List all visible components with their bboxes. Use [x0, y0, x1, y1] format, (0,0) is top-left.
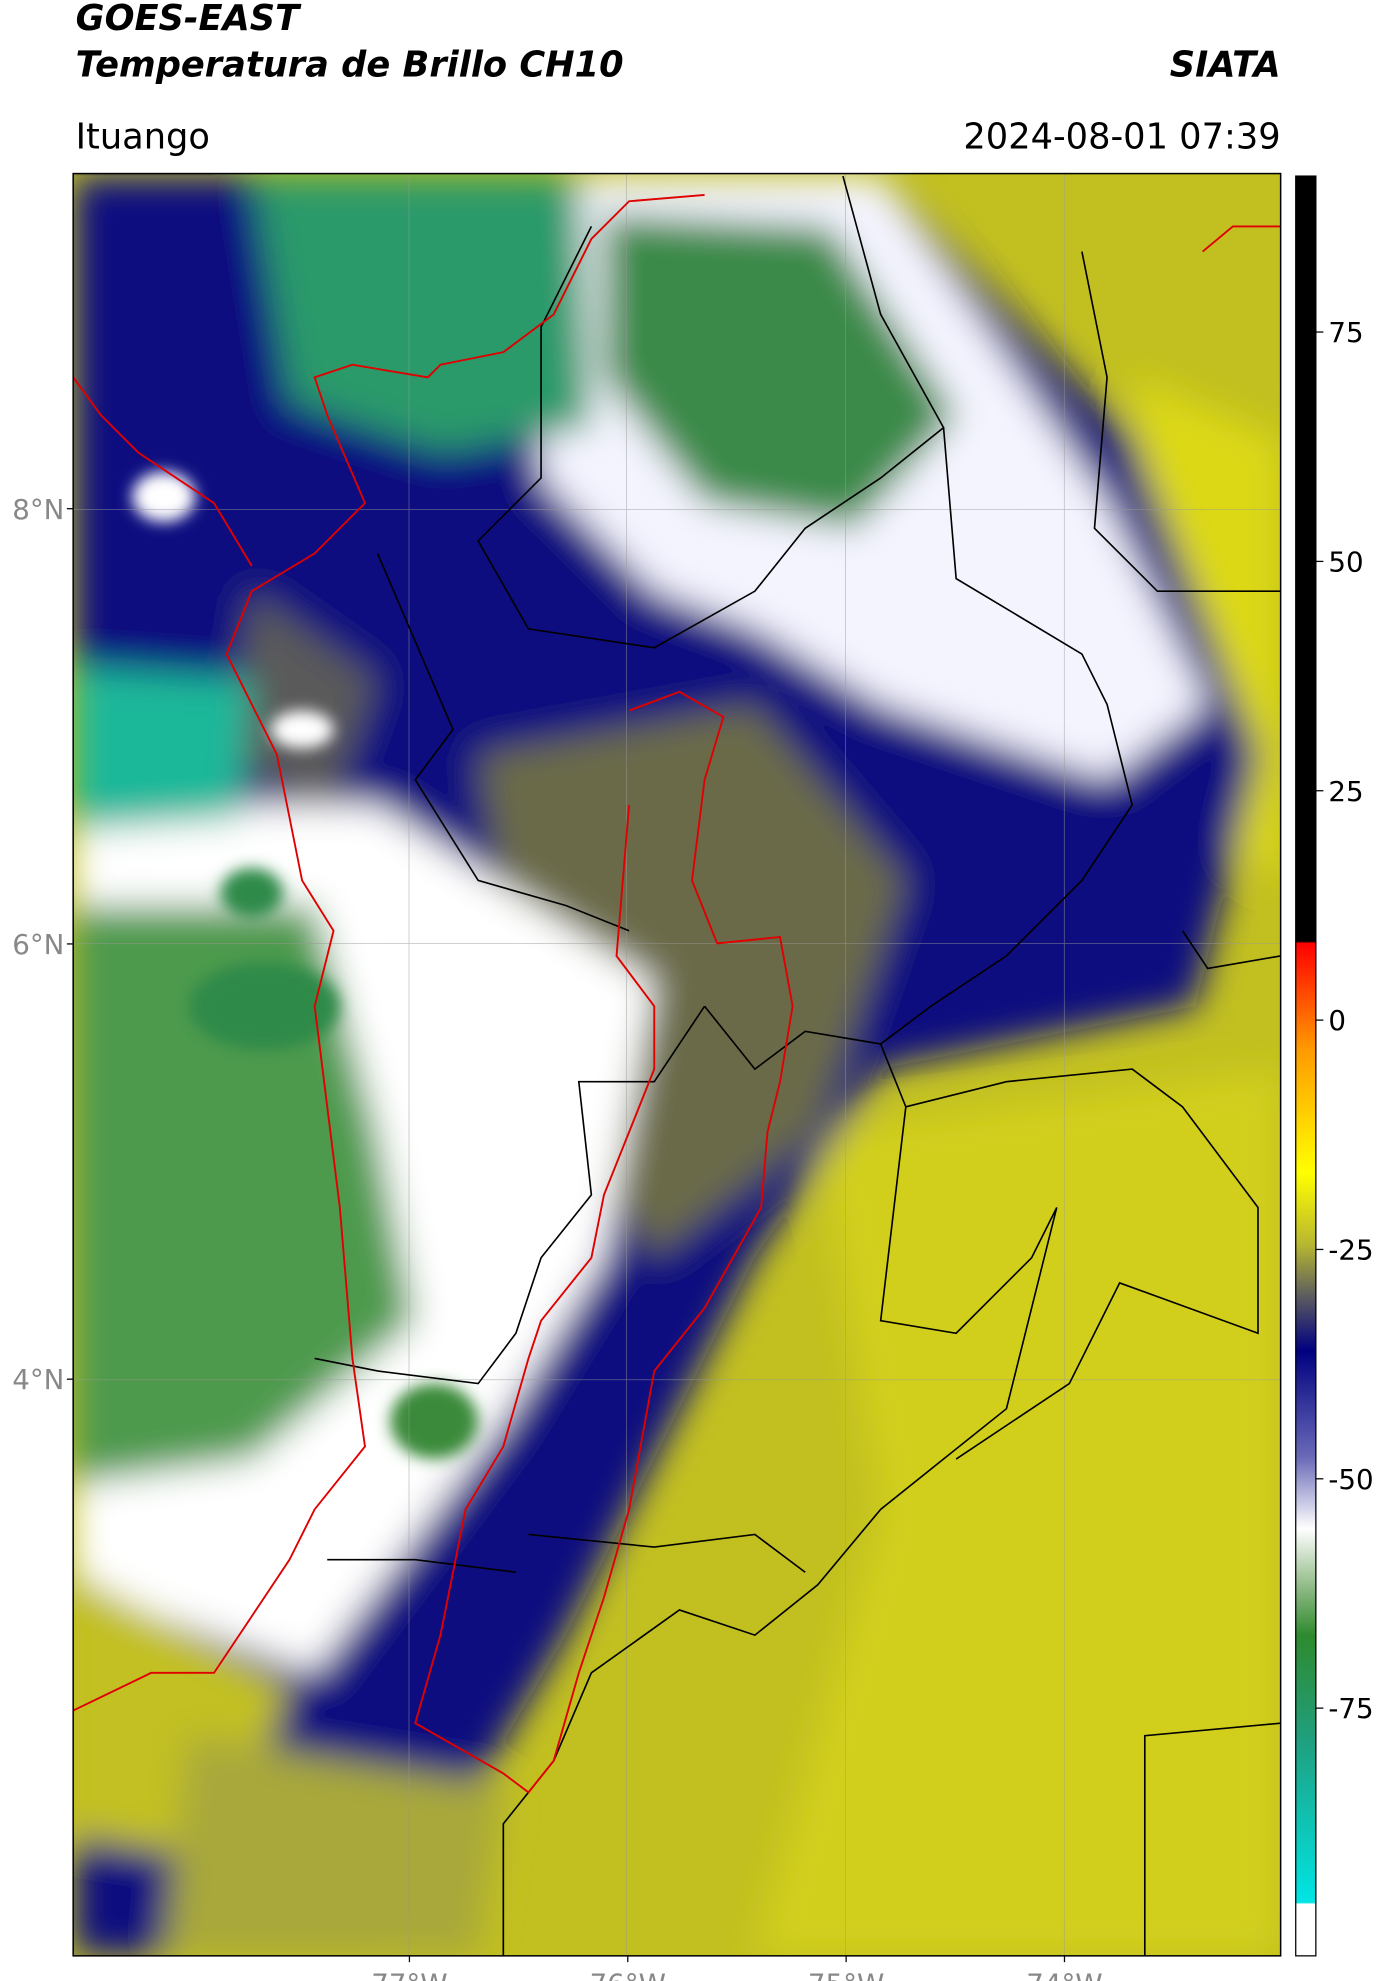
graticule — [73, 173, 1281, 1956]
colorbar-tick-label: -25 — [1328, 1234, 1373, 1267]
colorbar-tick-label: -75 — [1328, 1692, 1373, 1725]
lat-tick-label: 6°N — [12, 928, 64, 961]
datetime: 2024-08-01 07:39 — [963, 116, 1280, 157]
colorbar-tick-label: 50 — [1328, 545, 1363, 578]
colorbar — [1295, 175, 1317, 1957]
map-frame — [72, 172, 1282, 1957]
lon-tick-label: 75°W — [808, 1968, 884, 1981]
lon-tick-label: 77°W — [371, 1968, 447, 1981]
lon-tick-label: 76°W — [590, 1968, 666, 1981]
title: GOES-EAST — [76, 0, 302, 39]
colorbar-tick-label: 0 — [1328, 1004, 1346, 1037]
lat-tick-label: 4°N — [12, 1363, 64, 1396]
colorbar-tick-label: 25 — [1328, 775, 1363, 808]
lon-tick-label: 74°W — [1026, 1968, 1102, 1981]
colorbar-tick-label: 75 — [1328, 316, 1363, 349]
admin-borders — [314, 175, 1281, 1956]
subtitle: Temperatura de Brillo CH10 — [76, 45, 624, 86]
brand: SIATA — [1170, 45, 1281, 86]
location: Ituango — [76, 116, 210, 157]
colorbar-tick-label: -50 — [1328, 1463, 1373, 1496]
lat-tick-label: 8°N — [12, 493, 64, 526]
satellite-image — [73, 173, 1281, 1956]
coastline-and-region — [73, 194, 1281, 1794]
